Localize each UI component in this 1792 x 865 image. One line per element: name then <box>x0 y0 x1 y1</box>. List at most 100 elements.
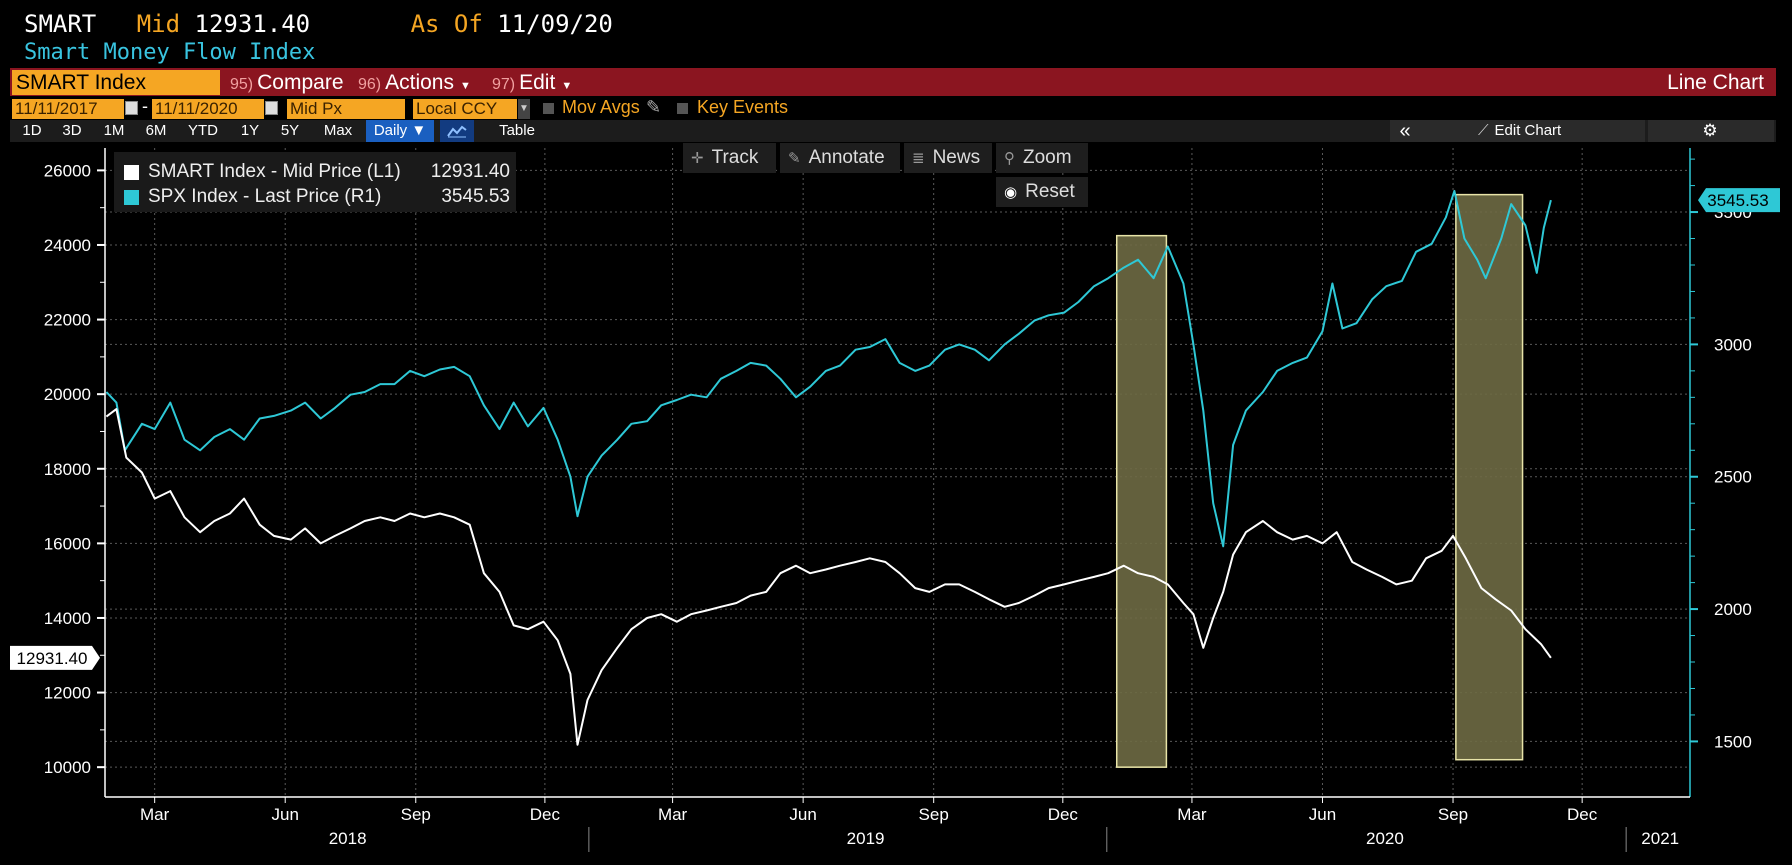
frequency-select[interactable]: Daily ▼ <box>366 120 434 142</box>
year-label: 2018 <box>329 829 367 848</box>
year-label: 2019 <box>847 829 885 848</box>
x-tick-label: Sep <box>1438 805 1468 824</box>
edit-number: 97) <box>492 76 516 93</box>
actions-button[interactable]: 96) Actions ▼ <box>354 69 488 96</box>
price-field-select[interactable]: Mid Px <box>287 99 405 119</box>
y-left-tick-label: 20000 <box>44 385 91 404</box>
table-button[interactable]: Table <box>499 122 535 139</box>
x-tick-label: Sep <box>919 805 949 824</box>
chart-legend <box>114 152 516 212</box>
compare-button[interactable]: 95) Compare <box>226 69 354 96</box>
news-button[interactable]: ≣ News <box>904 143 992 173</box>
legend-label-spx: SPX Index - Last Price (R1) <box>148 186 382 207</box>
x-tick-label: Dec <box>530 805 561 824</box>
y-right-tick-label: 1500 <box>1714 732 1752 751</box>
crosshair-icon: ✛ <box>691 150 704 167</box>
highlight-regions <box>1115 193 1524 768</box>
x-tick-label: Jun <box>271 805 298 824</box>
horizontal-gridlines <box>105 169 1690 768</box>
calendar-icon[interactable] <box>125 101 138 115</box>
edit-button[interactable]: 97) Edit ▼ <box>488 69 592 96</box>
line-chart-icon[interactable] <box>440 120 474 142</box>
legend-value-spx: 3545.53 <box>441 186 510 207</box>
mov-avgs-checkbox[interactable] <box>543 103 554 114</box>
command-toolbar <box>10 68 1776 96</box>
vertical-gridlines <box>154 148 1583 797</box>
mov-avgs-label: Mov Avgs <box>562 97 640 117</box>
period-1y[interactable]: 1Y <box>240 122 260 139</box>
annotate-button[interactable]: ✎ Annotate <box>780 143 900 173</box>
currency-dropdown-icon[interactable]: ▼ <box>518 99 530 119</box>
highlight-region <box>1455 193 1524 761</box>
edit-chart-section <box>1390 120 1645 142</box>
y-left-tick-label: 24000 <box>44 236 91 255</box>
legend-swatch-spx <box>124 190 139 205</box>
left-last-value-label: 12931.40 <box>17 649 88 668</box>
compare-label: Compare <box>257 71 344 94</box>
series-lines <box>105 189 1552 746</box>
start-date-field[interactable]: 11/11/2017 <box>12 99 124 119</box>
edit-chart-label: Edit Chart <box>1494 122 1562 139</box>
magnifier-icon: ⚲ <box>1004 150 1015 167</box>
compare-number: 95) <box>230 76 254 93</box>
pencil-icon: ✎ <box>788 150 801 167</box>
calendar-icon[interactable] <box>265 101 278 115</box>
asof-label: As Of <box>410 10 483 38</box>
y-left-tick-label: 12000 <box>44 684 91 703</box>
period-1d[interactable]: 1D <box>22 122 42 139</box>
settings-section <box>1648 120 1774 142</box>
period-max[interactable]: Max <box>323 122 353 139</box>
currency-select[interactable]: Local CCY <box>413 99 517 119</box>
highlight-region <box>1115 234 1168 768</box>
series-line-smart <box>105 408 1552 746</box>
legend-label-smart: SMART Index - Mid Price (L1) <box>148 161 401 182</box>
key-events-checkbox[interactable] <box>677 103 688 114</box>
gear-icon[interactable]: ⚙ <box>1702 121 1718 140</box>
radio-icon: ◉ <box>1004 184 1018 201</box>
edit-chart-icon: ⟋ <box>1478 122 1489 139</box>
x-tick-label: Mar <box>658 805 688 824</box>
security-subtitle: Smart Money Flow Index <box>24 40 316 65</box>
year-label: 2020 <box>1366 829 1404 848</box>
y-right-tick-label: 2500 <box>1714 468 1752 487</box>
y-left-tick-label: 10000 <box>44 758 91 777</box>
end-date-field[interactable]: 11/11/2020 <box>152 99 264 119</box>
x-tick-label: Sep <box>401 805 431 824</box>
year-label: 2021 <box>1641 829 1679 848</box>
period-3d[interactable]: 3D <box>62 122 82 139</box>
actions-label: Actions <box>385 71 454 94</box>
collapse-icon[interactable]: « <box>1399 120 1411 142</box>
pencil-icon[interactable]: ✎ <box>646 97 662 117</box>
security-header: SMART Mid 12931.40 As Of 11/09/20 <box>24 10 699 38</box>
y-left-tick-label: 18000 <box>44 460 91 479</box>
x-tick-label: Mar <box>140 805 170 824</box>
right-last-value-label: 3545.53 <box>1707 191 1768 210</box>
period-ytd[interactable]: YTD <box>188 122 218 139</box>
y-left-tick-label: 14000 <box>44 609 91 628</box>
period-6m[interactable]: 6M <box>145 122 167 139</box>
date-range-dash: - <box>142 96 148 116</box>
edit-chart-button[interactable]: ⟋ Edit Chart <box>1478 120 1588 142</box>
chart-view-label[interactable]: Line Chart <box>1667 71 1764 94</box>
security-input[interactable]: SMART Index <box>12 70 220 95</box>
reset-label: Reset <box>1025 181 1075 202</box>
y-left-tick-label: 22000 <box>44 311 91 330</box>
line-chart-glyph <box>447 125 467 138</box>
track-button[interactable]: ✛ Track <box>683 143 776 173</box>
zoom-label: Zoom <box>1023 147 1072 168</box>
edit-caret-icon: ▼ <box>561 80 573 92</box>
period-5y[interactable]: 5Y <box>280 122 300 139</box>
x-tick-label: Mar <box>1177 805 1207 824</box>
left-last-value-box <box>10 645 100 670</box>
axes <box>97 148 1698 852</box>
actions-number: 96) <box>358 76 382 93</box>
asof-value: 11/09/20 <box>497 10 613 38</box>
y-right-tick-label: 2000 <box>1714 600 1752 619</box>
y-right-tick-label: 3000 <box>1714 335 1752 354</box>
mid-value: 12931.40 <box>194 10 311 38</box>
zoom-button[interactable]: ⚲ Zoom <box>996 143 1088 173</box>
period-1m[interactable]: 1M <box>103 122 125 139</box>
reset-button[interactable]: ◉ Reset <box>996 177 1088 207</box>
edit-label: Edit <box>519 71 556 94</box>
